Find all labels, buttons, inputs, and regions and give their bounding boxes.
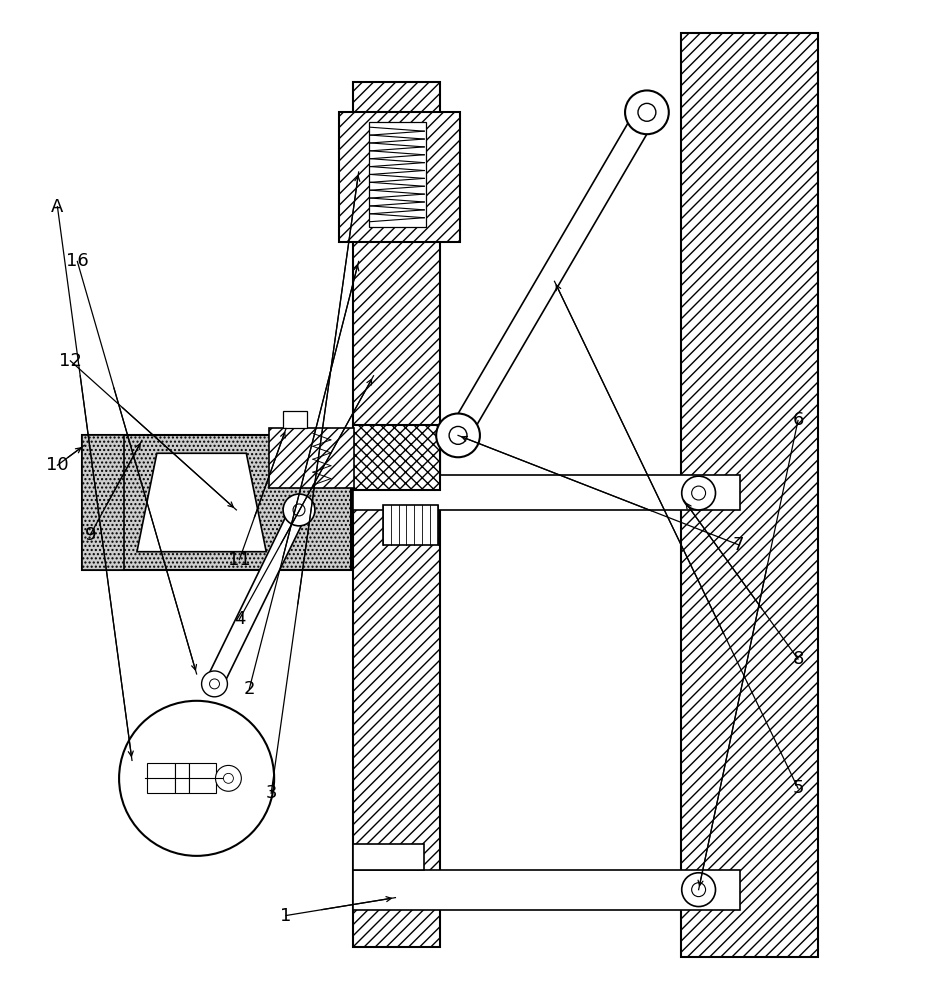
Bar	[681, 33, 818, 957]
Circle shape	[638, 103, 656, 121]
Text: 5: 5	[792, 779, 804, 797]
Bar	[283, 411, 307, 428]
Bar	[369, 122, 426, 227]
Bar	[269, 428, 354, 488]
Bar	[384, 505, 438, 545]
Bar	[339, 112, 460, 242]
Text: 6: 6	[792, 411, 803, 429]
Circle shape	[449, 426, 467, 444]
Bar	[175, 763, 189, 793]
Circle shape	[216, 765, 241, 791]
Circle shape	[209, 679, 219, 689]
Circle shape	[119, 701, 275, 856]
Polygon shape	[137, 453, 266, 552]
Text: 4: 4	[234, 610, 245, 628]
Circle shape	[436, 414, 480, 457]
Bar	[353, 475, 741, 510]
Circle shape	[682, 873, 715, 907]
Text: 2: 2	[244, 680, 255, 698]
Text: 8: 8	[792, 650, 803, 668]
Text: 16: 16	[66, 252, 89, 270]
Circle shape	[223, 773, 234, 783]
Circle shape	[202, 671, 228, 697]
Text: 7: 7	[732, 536, 744, 554]
Text: 10: 10	[46, 456, 69, 474]
Polygon shape	[448, 107, 657, 441]
Text: 3: 3	[265, 784, 276, 802]
Circle shape	[283, 494, 315, 526]
Text: 12: 12	[59, 352, 82, 370]
Text: A: A	[51, 198, 64, 216]
Bar	[353, 425, 440, 490]
Bar	[82, 435, 124, 570]
Circle shape	[293, 504, 305, 516]
Text: 1: 1	[280, 907, 291, 925]
Bar	[353, 870, 741, 910]
Circle shape	[625, 90, 669, 134]
Text: 9: 9	[84, 526, 96, 544]
Text: 11: 11	[228, 551, 250, 569]
Bar	[189, 763, 217, 793]
Bar	[353, 82, 440, 947]
Circle shape	[692, 486, 705, 500]
Circle shape	[682, 476, 715, 510]
Polygon shape	[204, 506, 307, 693]
Bar	[82, 435, 350, 570]
Bar	[147, 763, 175, 793]
Bar	[353, 844, 424, 870]
Circle shape	[692, 883, 705, 897]
